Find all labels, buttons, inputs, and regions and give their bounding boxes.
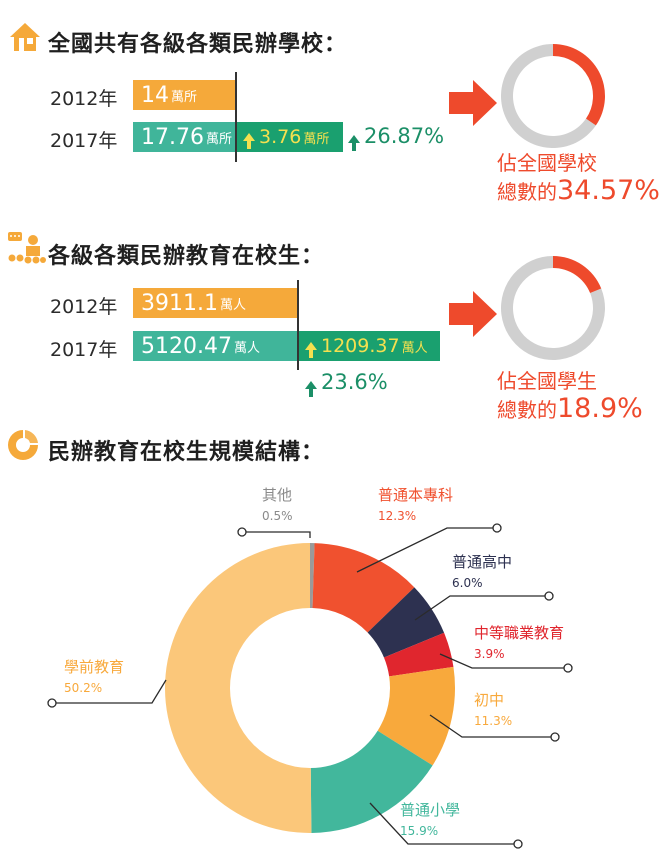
callout-dot-junior-high (550, 732, 560, 742)
slice-vocational (383, 632, 454, 677)
callout-dot-undergrad (492, 523, 502, 533)
section2-title: 各級各類民辦教育在校生： (48, 244, 325, 269)
slice-value-preschool: 50.2% (64, 681, 102, 695)
year-2012-label: 2012年 (50, 296, 118, 318)
callout-line-high-school (414, 595, 549, 621)
right-arrow-icon (449, 291, 497, 337)
slice-value-vocational: 3.9% (474, 647, 505, 661)
slice-high-school (367, 587, 445, 658)
house-icon (10, 23, 40, 51)
schools-share-donut (501, 44, 605, 148)
students-increase-unit: 萬人 (401, 340, 428, 356)
students-share-slice (553, 256, 602, 294)
structure-donut-chart: 其他 0.5% 普通本專科 12.3% 普通高中 6.0% 中等職業教育 3.9% 初中 11.3… (47, 486, 573, 849)
divider-line (297, 280, 299, 370)
students-2012-unit: 萬人 (219, 297, 246, 313)
students-2017-bar: 5120.47 萬人 (133, 331, 298, 361)
slice-value-high-school: 6.0% (452, 576, 483, 590)
callout-line-junior-high (429, 714, 555, 738)
students-2012-bar: 3911.1 萬人 (133, 288, 298, 318)
schools-share-line2: 總數的 (497, 180, 557, 204)
slice-value-junior-high: 11.3% (474, 714, 512, 728)
schools-share-text: 佔全國學校 總數的34.57% (497, 150, 660, 206)
section1-title: 全國共有各級各類民辦學校： (48, 32, 348, 57)
students-icon (8, 232, 46, 264)
schools-2012-bar: 14 萬所 (133, 80, 236, 110)
students-share-text: 佔全國學生 總數的18.9% (497, 368, 643, 424)
right-arrow-icon (449, 80, 497, 126)
slice-preschool (164, 543, 312, 833)
students-increase-pct: 23.6% (305, 370, 388, 397)
callout-dot-other (237, 527, 247, 537)
slice-junior-high (377, 666, 455, 766)
slice-undergrad (312, 543, 415, 633)
students-increase-value: 1209.37 (321, 335, 400, 357)
up-arrow-icon (243, 133, 255, 149)
schools-increase-value: 3.76 (259, 126, 302, 148)
slice-label-other: 其他 (262, 486, 292, 504)
slice-label-primary: 普通小學 (400, 801, 460, 819)
callout-dot-high-school (544, 591, 554, 601)
year-2017-label: 2017年 (50, 339, 118, 361)
schools-increase-pct: 26.87% (348, 124, 444, 151)
slice-label-high-school: 普通高中 (452, 553, 512, 571)
schools-increase-unit: 萬所 (303, 131, 330, 147)
up-arrow-icon (305, 381, 317, 397)
callout-dot-preschool (47, 698, 57, 708)
students-share-donut (501, 256, 605, 360)
callout-dot-primary (513, 839, 523, 849)
slice-label-vocational: 中等職業教育 (474, 624, 564, 642)
callout-line-primary (369, 802, 518, 845)
section3-title: 民辦教育在校生規模結構： (48, 440, 325, 465)
schools-2017-value: 17.76 (141, 124, 204, 150)
schools-2017-unit: 萬所 (205, 131, 232, 147)
students-2017-unit: 萬人 (233, 340, 260, 356)
slice-label-undergrad: 普通本專科 (378, 486, 453, 504)
students-share-line2: 總數的 (497, 398, 557, 422)
students-share-value: 18.9% (557, 393, 643, 424)
callout-line-other (242, 531, 311, 538)
slice-label-preschool: 學前教育 (64, 658, 124, 676)
schools-share-value: 34.57% (557, 175, 660, 206)
schools-2017-bar: 17.76 萬所 (133, 122, 236, 152)
slice-primary (310, 730, 433, 833)
up-arrow-icon (305, 342, 317, 358)
schools-2012-unit: 萬所 (171, 89, 198, 105)
schools-share-slice (553, 44, 605, 126)
slice-label-junior-high: 初中 (474, 691, 504, 709)
callout-line-preschool (52, 679, 167, 704)
callout-dot-vocational (563, 663, 573, 673)
slice-other (310, 543, 315, 609)
year-2012-label: 2012年 (50, 88, 118, 110)
divider-line (235, 72, 237, 162)
slice-value-undergrad: 12.3% (378, 509, 416, 523)
students-share-line1: 佔全國學生 (497, 369, 597, 393)
students-2017-value: 5120.47 (141, 333, 232, 359)
up-arrow-icon (348, 135, 360, 151)
schools-increase-bar: 3.76 萬所 (237, 122, 343, 152)
callout-line-vocational (439, 653, 568, 669)
students-2012-value: 3911.1 (141, 290, 218, 316)
slice-value-primary: 15.9% (400, 824, 438, 838)
year-2017-label: 2017年 (50, 130, 118, 152)
schools-share-line1: 佔全國學校 (497, 151, 597, 175)
students-increase-bar: 1209.37 萬人 (299, 331, 440, 361)
schools-2012-value: 14 (141, 82, 169, 108)
callout-line-undergrad (356, 527, 497, 573)
donut-chart-icon (8, 430, 38, 460)
slice-value-other: 0.5% (262, 509, 293, 523)
